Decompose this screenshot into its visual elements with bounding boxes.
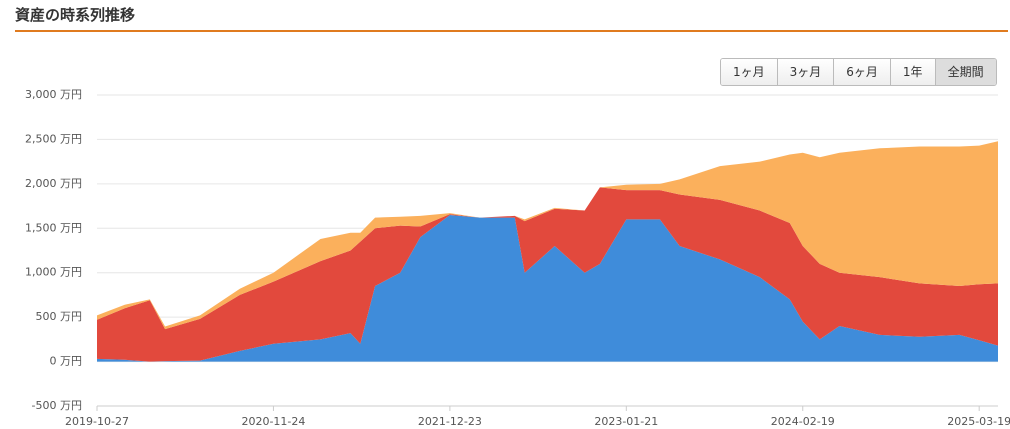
y-tick-label: 0 万円 <box>50 355 83 368</box>
y-tick-label: 1,000 万円 <box>25 266 82 279</box>
heading: 資産の時系列推移 <box>15 6 136 24</box>
y-tick-label: 2,500 万円 <box>25 132 82 145</box>
x-tick-label: 2025-03-19 <box>947 415 1010 428</box>
range-button[interactable]: 1ヶ月 <box>721 59 778 85</box>
area <box>97 214 998 362</box>
range-button[interactable]: 3ヶ月 <box>777 59 835 85</box>
heading-rule <box>15 30 1008 32</box>
x-tick-label: 2024-02-19 <box>771 415 835 428</box>
area <box>97 141 998 330</box>
x-tick-label: 2020-11-24 <box>241 415 305 428</box>
y-tick-label: -500 万円 <box>32 399 82 412</box>
y-tick-label: 1,500 万円 <box>25 221 82 234</box>
x-tick-label: 2021-12-23 <box>418 415 482 428</box>
range-button[interactable]: 6ヶ月 <box>834 59 891 85</box>
range-button[interactable]: 全期間 <box>935 59 996 85</box>
x-tick-label: 2019-10-27 <box>65 415 129 428</box>
y-tick-label: 500 万円 <box>36 310 83 323</box>
area <box>97 187 998 362</box>
range-button[interactable]: 1年 <box>890 59 936 85</box>
y-tick-label: 3,000 万円 <box>25 88 82 101</box>
y-tick-label: 2,000 万円 <box>25 177 82 190</box>
range-buttons: 1ヶ月 3ヶ月 6ヶ月 1年 全期間 <box>720 58 997 86</box>
x-tick-label: 2023-01-21 <box>594 415 658 428</box>
